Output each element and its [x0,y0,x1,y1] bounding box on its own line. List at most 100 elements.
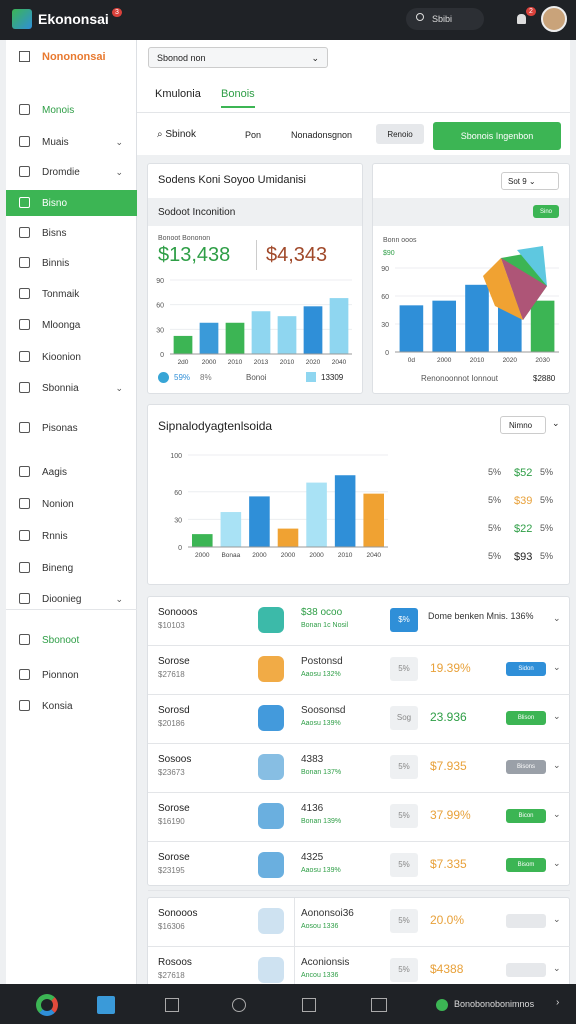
select[interactable]: Sot 9 ⌄ [501,172,559,190]
trend-value: $93 [514,551,533,563]
row-sub: $27618 [158,670,185,679]
row-value: $4388 [430,962,464,976]
sidebar-item[interactable]: Kioonion [6,344,137,370]
row-button[interactable]: Bicon [506,809,546,823]
chevron: ⌄ [553,613,561,623]
row-name: Sonooos [158,607,198,618]
icon [19,593,30,604]
list-row[interactable]: Sonooos $10103 $38 ocoo Bonan 1c Nosil $% Dom… [148,597,570,646]
avatar[interactable] [541,6,567,32]
sidebar-item[interactable]: Aagis [6,459,137,485]
row-button[interactable] [506,963,546,977]
section: Sodoot Inconition [148,198,362,226]
chip[interactable]: Renoio [376,124,424,144]
sidebar-item[interactable]: Dioonieg ⌄ [6,586,137,612]
sidebar-item[interactable]: Mloonga [6,312,137,338]
filter[interactable]: Nonadonsgnon [291,130,353,140]
sidebar-item[interactable]: Konsia [6,693,137,719]
y-tick-label: 30 [174,517,182,524]
bar [303,306,323,354]
sidebar-label: Dioonieg [42,593,82,605]
row-icon [258,754,284,780]
sidebar-label: Sbonoot [42,634,80,646]
sidebar-item[interactable]: Sbonnia ⌄ [6,375,137,401]
row-subtitle: Bonan 139% [301,818,342,825]
nav-label[interactable]: Bonobonobonimnos [454,999,535,1009]
search[interactable]: Sbibi [406,8,484,30]
row-button[interactable] [506,914,546,928]
sidebar-item[interactable]: Monois [6,97,137,123]
sidebar-item[interactable]: Binnis [6,250,137,276]
row-title: Aconionsis [301,957,350,968]
row-name: Sorose [158,803,190,814]
nav-icon[interactable] [97,996,115,1014]
tab[interactable]: Kmulonia [155,88,201,100]
icon [19,669,30,680]
x-tick-label: 2030 [535,357,550,364]
icon [19,197,30,208]
tab[interactable]: Bonois [221,88,255,108]
bar [192,534,213,547]
nav-icon[interactable] [165,998,179,1012]
bar [334,475,356,547]
bar [465,284,489,352]
primary-button[interactable]: Sbonois Ingenbon [433,122,561,150]
sidebar-label: Rnnis [42,530,68,542]
bottom-nav: Bonobonobonimnos › [0,984,576,1024]
sidebar-item[interactable]: Tonmaik [6,281,137,307]
sidebar-item[interactable]: Sbonoot [6,627,137,653]
user-icon[interactable] [517,14,526,24]
x-tick-label: 2010 [338,552,353,559]
y-tick-label: 60 [381,294,389,301]
list-row[interactable]: Sorosd $20186 Soosonsd Aaosu 139% Sog 23.936 B… [148,695,570,744]
select[interactable]: Sbonod non ⌄ [148,47,328,68]
row-title: Soosonsd [301,705,346,716]
row-button[interactable]: Blison [506,711,546,725]
button[interactable]: Sino [533,205,559,218]
x-tick-label: 2013 [254,359,269,366]
list-row[interactable]: Sonooos $16306 Aononsoi36 Aosou 1336 5% 20.0%… [148,898,570,947]
list-row[interactable]: Sorose $16190 4136 Bonan 139% 5% 37.99% Bicon ⌄ [148,793,570,842]
nav-icon[interactable] [36,994,58,1016]
nav-icon[interactable] [232,998,246,1012]
row-sub: $23673 [158,768,185,777]
trend-pct: 5% [540,523,554,533]
x-tick-label: 2000 [437,357,452,364]
row-sub: $10103 [158,621,185,630]
x-tick-label: 2000 [252,552,267,559]
filter-search[interactable]: ⌕ Sbinok [157,129,196,140]
chevron: ⌄ [115,593,123,604]
sidebar-item[interactable]: Bineng [6,555,137,581]
icon [19,319,30,330]
x-tick-label: 2040 [332,359,347,366]
sidebar-item[interactable]: Muais ⌄ [6,129,137,155]
bar [530,300,555,352]
sidebar-item[interactable]: Bisno [6,190,137,216]
notif-badge: 2 [526,7,536,16]
list-row[interactable]: Sorose $23195 4325 Aaosu 139% 5% $7.335 Bisom ⌄ [148,842,570,891]
row-button[interactable]: Bisom [506,858,546,872]
x-tick-label: 2040 [366,552,381,559]
sidebar-label: Pionnon [42,669,79,681]
select[interactable]: Nimno [500,416,546,434]
sidebar-item[interactable]: Rnnis [6,523,137,549]
row-button[interactable]: Bisons [506,760,546,774]
y-tick-label: 0 [178,545,182,552]
sidebar-item[interactable]: Pionnon [6,662,137,688]
sidebar-item[interactable]: Nonion [6,491,137,517]
sidebar-item[interactable]: Pisonas [6,415,137,441]
nav-icon[interactable] [371,998,387,1012]
nav-icon[interactable] [302,998,316,1012]
stat: $4,343 [266,244,328,266]
row-icon [258,607,284,633]
sidebar-item[interactable]: Dromdie ⌄ [6,159,137,185]
row-icon [258,852,284,878]
filter[interactable]: Pon [245,130,262,140]
row-button[interactable]: Sidon [506,662,546,676]
row-subtitle: Aaosu 132% [301,671,341,678]
sidebar-item[interactable]: Bisns [6,220,137,246]
list-row[interactable]: Sorose $27618 Postonsd Aaosu 132% 5% 19.39% Si… [148,646,570,695]
row-value: $7.335 [430,857,467,871]
list-row[interactable]: Sosoos $23673 4383 Bonan 137% 5% $7.935 Bisons… [148,744,570,793]
